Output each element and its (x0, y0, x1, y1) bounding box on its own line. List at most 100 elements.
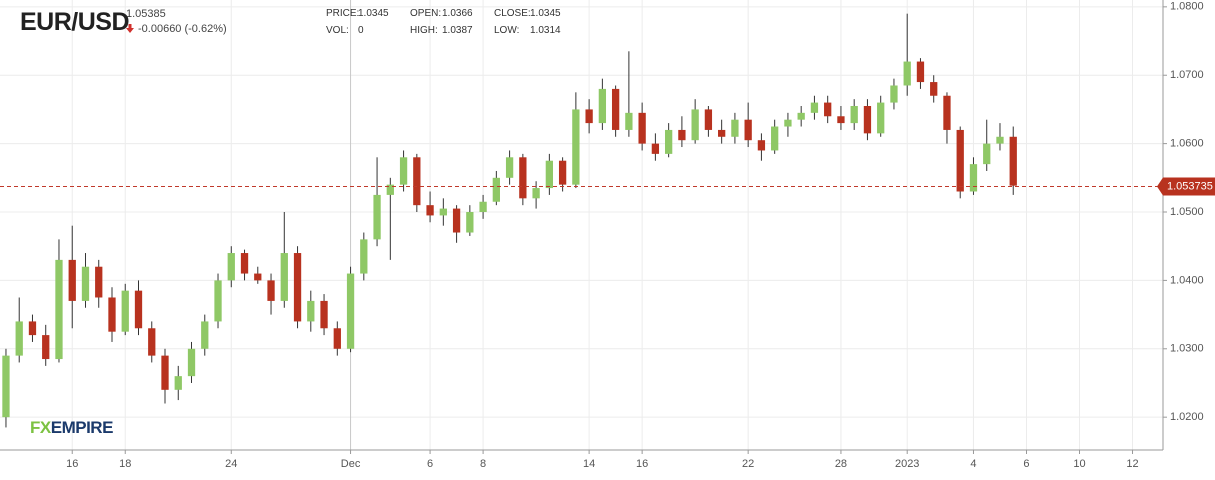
symbol: EUR/USD (20, 8, 130, 36)
candle-body (360, 239, 368, 274)
stat-value: 1.0387 (442, 25, 473, 36)
price: 1.05385 (126, 8, 166, 20)
candle-body (187, 348, 196, 377)
candle-body (42, 335, 50, 360)
candle-body (148, 328, 156, 356)
candle-body (664, 129, 673, 154)
candle-body (731, 119, 739, 137)
stat-label: LOW: (494, 25, 520, 36)
x-tick-label: 2023 (895, 458, 919, 470)
candle-body (346, 273, 355, 349)
candle-body (824, 102, 832, 117)
candle-body (28, 321, 37, 336)
x-tick-label: 12 (1126, 458, 1138, 470)
candle-body (108, 297, 116, 332)
candle-body (333, 328, 341, 349)
candle-body (373, 194, 381, 240)
y-tick-label: 1.0800 (1170, 1, 1204, 13)
candle-body (757, 140, 766, 151)
candle-body (797, 112, 805, 120)
stat-value: 1.0345 (358, 8, 389, 19)
candle-body (479, 201, 487, 213)
candle-body (307, 300, 315, 322)
x-tick-label: Dec (341, 458, 361, 470)
last-price-label: 1.053735 (1167, 180, 1213, 192)
candle-body (943, 95, 951, 130)
x-tick-label: 4 (970, 458, 976, 470)
x-tick-label: 6 (427, 458, 433, 470)
candle-body (810, 102, 819, 113)
stat-value: 1.0345 (530, 8, 561, 19)
candle-body (718, 129, 726, 137)
y-tick-label: 1.0600 (1170, 138, 1204, 150)
candle-body (598, 88, 607, 124)
candle-body (95, 266, 103, 298)
stat-label: OPEN: (410, 8, 442, 19)
candle-body (585, 109, 593, 124)
candle-body (704, 109, 713, 130)
candle-body (201, 321, 209, 349)
stat-value: 1.0366 (442, 8, 473, 19)
candle-body (505, 157, 514, 178)
x-tick-label: 6 (1023, 458, 1029, 470)
candle-body (651, 143, 660, 154)
stat-value: 1.0314 (530, 25, 561, 36)
candle-body (903, 61, 911, 86)
candle-body (969, 164, 978, 192)
candle-body (837, 116, 845, 124)
candle-body (890, 85, 898, 103)
candle-body (240, 253, 249, 274)
candle-body (996, 136, 1004, 144)
candle-body (466, 212, 474, 233)
candle-body (691, 109, 699, 141)
logo: FXEMPIRE (30, 418, 113, 438)
candle-body (452, 208, 461, 233)
candle-body (174, 376, 182, 390)
stat-label: PRICE: (326, 8, 360, 19)
x-tick-label: 14 (583, 458, 595, 470)
candle-body (744, 119, 752, 141)
x-tick-label: 28 (835, 458, 847, 470)
x-tick-label: 22 (742, 458, 754, 470)
candle-body (121, 290, 129, 332)
candle-body (439, 208, 447, 216)
candle-body (214, 280, 222, 322)
candle-body (611, 88, 620, 130)
candle-body (55, 259, 63, 360)
candle-body (68, 259, 76, 301)
down-arrow (126, 24, 134, 33)
change: -0.00660 (-0.62%) (138, 23, 227, 35)
candle-body (930, 82, 938, 96)
candle-body (413, 157, 421, 206)
candle-body (254, 273, 262, 281)
candle-body (161, 355, 169, 390)
candle-body (1009, 136, 1017, 186)
y-tick-label: 1.0500 (1170, 206, 1204, 218)
candle-body (863, 106, 872, 134)
y-tick-label: 1.0200 (1170, 411, 1204, 423)
candle-body (2, 355, 10, 418)
x-tick-label: 16 (66, 458, 78, 470)
logo-empire: EMPIRE (50, 418, 114, 437)
x-tick-label: 10 (1073, 458, 1085, 470)
candle-body (134, 290, 143, 329)
x-tick-label: 16 (636, 458, 648, 470)
candle-body (81, 266, 90, 301)
candle-body (280, 253, 288, 301)
candle-body (227, 253, 235, 281)
y-tick-label: 1.0700 (1170, 69, 1204, 81)
x-tick-label: 24 (225, 458, 237, 470)
candle-body (267, 280, 275, 301)
candle-body (399, 157, 408, 185)
candle-body (532, 188, 540, 199)
candle-body (983, 143, 991, 165)
last-price-badge (1157, 177, 1215, 196)
candle-body (558, 160, 567, 185)
stat-value: 0 (358, 25, 364, 36)
candle-body (678, 129, 686, 141)
candle-body (877, 102, 885, 134)
candle-body (638, 112, 646, 144)
x-tick-label: 8 (480, 458, 486, 470)
